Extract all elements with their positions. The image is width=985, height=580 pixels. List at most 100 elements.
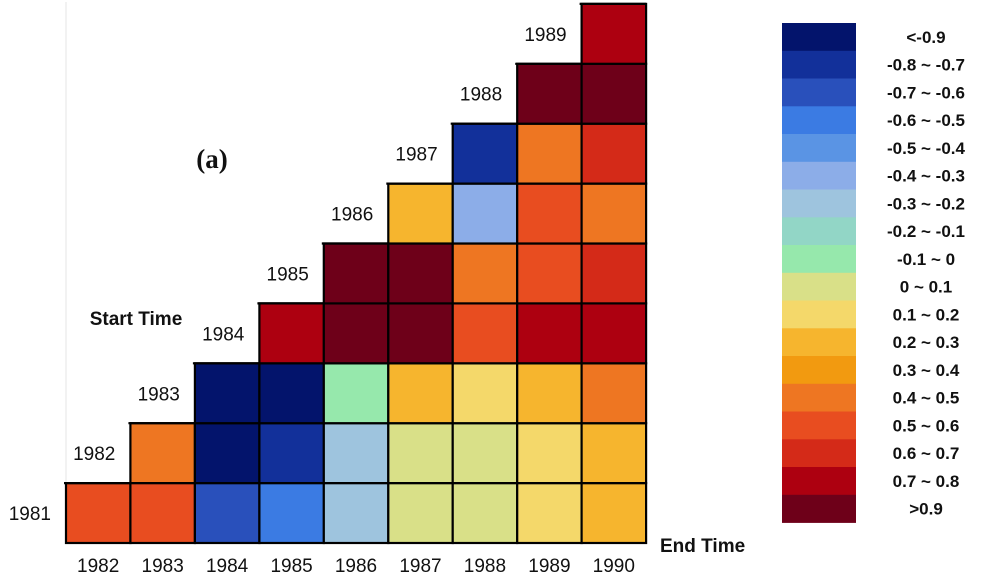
heatmap-cell-1982-1984	[193, 422, 261, 485]
heatmap-cell-1983-1984	[193, 362, 261, 425]
start-year-label-1983: 1983	[138, 384, 180, 405]
heatmap-cell-1983-1989	[516, 362, 583, 425]
legend-label: 0.7 ~ 0.8	[893, 472, 960, 491]
heatmap-cell-1982-1985	[258, 422, 325, 485]
legend-label: 0.6 ~ 0.7	[893, 444, 960, 463]
heatmap-cells	[64, 2, 648, 545]
start-year-labels: 1981 1982 1983 1984 1985 1986 1987 1988 1989	[9, 25, 567, 525]
legend-label: -0.1 ~ 0	[897, 250, 955, 269]
heatmap-cell-1986-1987	[387, 182, 454, 245]
heatmap-cell-1984-1985	[258, 302, 325, 365]
legend-label: -0.5 ~ -0.4	[887, 139, 966, 158]
legend-label: 0.1 ~ 0.2	[893, 305, 960, 324]
heatmap-cell-1986-1989	[516, 182, 583, 245]
legend-label: 0.3 ~ 0.4	[893, 361, 960, 380]
end-year-label-1990: 1990	[593, 556, 635, 577]
legend-label: <-0.9	[906, 28, 945, 47]
heatmap-cell-1986-1990	[580, 182, 648, 245]
heatmap-cell-1982-1989	[516, 422, 583, 485]
staircase-outline	[64, 2, 647, 485]
heatmap-cell-1981-1987	[387, 482, 454, 545]
y-axis-title: Start Time	[90, 309, 183, 330]
end-year-label-1988: 1988	[464, 556, 506, 577]
legend-swatch	[782, 217, 856, 246]
legend-swatch	[782, 50, 856, 79]
end-year-label-1983: 1983	[142, 556, 184, 577]
heatmap-cell-1983-1990	[580, 362, 648, 425]
end-year-label-1984: 1984	[206, 556, 249, 577]
end-year-labels: 1982 1983 1984 1985 1986 1987 1988 1989 1990	[77, 556, 635, 577]
heatmap-cell-1982-1986	[322, 422, 390, 485]
heatmap-cell-1986-1988	[451, 182, 519, 245]
heatmap-cell-1984-1986	[322, 302, 390, 365]
heatmap-cell-1983-1987	[387, 362, 454, 425]
legend-swatch	[782, 411, 856, 440]
start-year-label-1989: 1989	[524, 25, 566, 46]
heatmap-cell-1981-1982	[64, 482, 132, 545]
heatmap-cell-1985-1986	[322, 242, 390, 305]
end-year-label-1985: 1985	[270, 556, 312, 577]
heatmap-cell-1982-1990	[580, 422, 648, 485]
legend-label: -0.7 ~ -0.6	[887, 83, 965, 102]
start-year-label-1986: 1986	[331, 205, 373, 226]
legend-swatch	[782, 272, 856, 301]
heatmap-cell-1981-1985	[258, 482, 325, 545]
legend-label: -0.6 ~ -0.5	[887, 111, 965, 130]
heatmap-cell-1985-1990	[580, 242, 648, 305]
heatmap-cell-1984-1990	[580, 302, 648, 365]
legend-swatch	[782, 383, 856, 412]
heatmap-cell-1981-1988	[451, 482, 519, 545]
legend-label: 0.5 ~ 0.6	[893, 416, 960, 435]
legend-swatch	[782, 300, 856, 329]
legend-label: 0.4 ~ 0.5	[893, 389, 960, 408]
heatmap-cell-1981-1989	[516, 482, 583, 545]
legend-label: -0.4 ~ -0.3	[887, 167, 965, 186]
heatmap-cell-1981-1986	[322, 482, 390, 545]
legend-swatch	[782, 356, 856, 385]
legend-swatch	[782, 161, 856, 190]
heatmap-cell-1984-1989	[516, 302, 583, 365]
legend-label: -0.8 ~ -0.7	[887, 56, 965, 75]
heatmap-cell-1983-1986	[322, 362, 390, 425]
heatmap-cell-1988-1989	[516, 62, 583, 125]
heatmap-cell-1982-1988	[451, 422, 519, 485]
end-year-label-1982: 1982	[77, 556, 119, 577]
heatmap-cell-1985-1987	[387, 242, 454, 305]
x-axis-title: End Time	[660, 536, 745, 557]
legend-swatch	[782, 245, 856, 274]
heatmap-cell-1981-1990	[580, 482, 648, 545]
panel-label: (a)	[196, 144, 227, 174]
legend-swatch	[782, 189, 856, 218]
end-year-label-1986: 1986	[335, 556, 377, 577]
heatmap-cell-1982-1987	[387, 422, 454, 485]
heatmap-cell-1989-1990	[580, 2, 648, 65]
heatmap-cell-1981-1983	[129, 482, 196, 545]
end-year-label-1989: 1989	[528, 556, 570, 577]
heatmap-cell-1983-1988	[451, 362, 519, 425]
legend-swatch	[782, 134, 856, 163]
heatmap-cell-1985-1989	[516, 242, 583, 305]
heatmap-cell-1983-1985	[258, 362, 325, 425]
start-year-label-1987: 1987	[395, 145, 437, 166]
start-year-label-1984: 1984	[202, 324, 245, 345]
start-year-label-1981: 1981	[9, 504, 51, 525]
legend-swatch	[782, 439, 856, 468]
legend-label: -0.2 ~ -0.1	[887, 222, 965, 241]
start-year-label-1982: 1982	[73, 444, 115, 465]
heatmap-cell-1987-1989	[516, 122, 583, 185]
legend-swatch	[782, 23, 856, 52]
legend-label: >0.9	[909, 500, 943, 519]
color-legend: <-0.9 -0.8 ~ -0.7 -0.7 ~ -0.6 -0.6 ~ -0.5 -0…	[782, 23, 966, 523]
heatmap-cell-1981-1984	[193, 482, 261, 545]
legend-swatch	[782, 106, 856, 135]
heatmap-cell-1984-1988	[451, 302, 519, 365]
heatmap-cell-1984-1987	[387, 302, 454, 365]
legend-swatch	[782, 467, 856, 496]
heatmap-cell-1987-1990	[580, 122, 648, 185]
legend-label: 0 ~ 0.1	[900, 278, 952, 297]
legend-swatch	[782, 78, 856, 107]
start-year-label-1985: 1985	[267, 264, 309, 285]
heatmap-cell-1982-1983	[129, 422, 196, 485]
heatmap-cell-1987-1988	[451, 122, 519, 185]
